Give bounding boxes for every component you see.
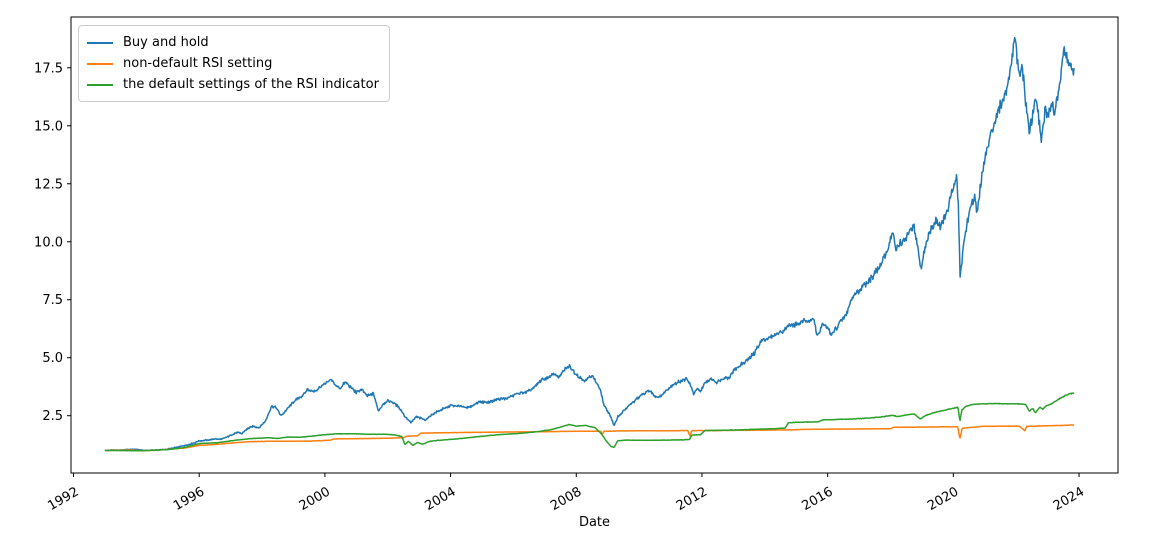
- series-line-2: [104, 392, 1075, 452]
- legend-line-sample: [87, 62, 113, 65]
- y-tick-label: 17.5: [34, 61, 63, 76]
- x-tick-label: 1996: [171, 484, 207, 514]
- y-tick-label: 12.5: [34, 177, 63, 192]
- series-line-1: [104, 424, 1075, 452]
- y-tick-label: 5.0: [42, 351, 63, 366]
- legend-item: the default settings of the RSI indicato…: [87, 74, 379, 95]
- legend-item: Buy and hold: [87, 32, 379, 53]
- legend-line-sample: [87, 83, 113, 86]
- plot-area-border: [70, 16, 1119, 474]
- legend: Buy and hold non-default RSI setting the d…: [78, 25, 390, 102]
- x-tick-label: 2016: [800, 484, 836, 514]
- legend-label: the default settings of the RSI indicato…: [123, 77, 379, 92]
- x-tick-label: 2024: [1051, 484, 1087, 514]
- y-tick-label: 15.0: [34, 119, 63, 134]
- x-tick-label: 2008: [548, 484, 584, 514]
- x-tick-label: 2000: [297, 484, 333, 514]
- x-tick-label: 1992: [45, 484, 81, 514]
- x-tick-label: 2012: [674, 484, 710, 514]
- legend-label: non-default RSI setting: [123, 56, 273, 71]
- series-line-0: [104, 36, 1075, 452]
- x-axis-label: Date: [578, 515, 611, 530]
- x-tick-label: 2020: [925, 484, 961, 514]
- x-tick-label: 2004: [422, 484, 458, 514]
- y-tick-label: 10.0: [34, 235, 63, 250]
- legend-label: Buy and hold: [123, 35, 209, 50]
- y-tick-label: 7.5: [42, 293, 63, 308]
- y-tick-label: 2.5: [42, 409, 63, 424]
- legend-line-sample: [87, 41, 113, 44]
- legend-item: non-default RSI setting: [87, 53, 379, 74]
